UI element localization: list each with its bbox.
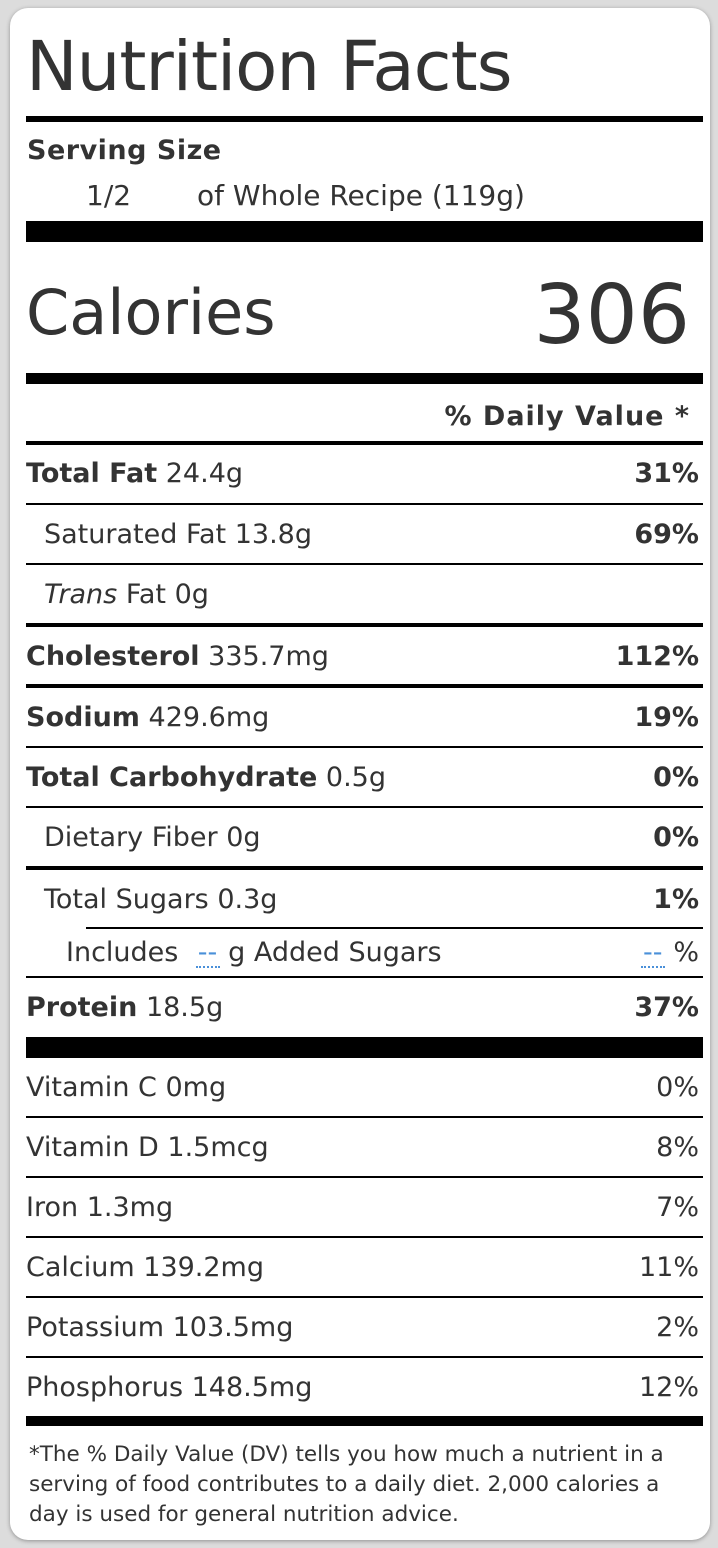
footer-rule bbox=[26, 1416, 703, 1426]
nutrient-row-total-fat: Total Fat 24.4g 31% bbox=[26, 443, 703, 503]
nutrient-dv: -- % bbox=[640, 937, 703, 968]
vitamin-row-calcium: Calcium 139.2mg 11% bbox=[26, 1237, 703, 1297]
nutrient-dv: 37% bbox=[634, 991, 699, 1023]
nutrient-name: Total Sugars 0.3g bbox=[44, 883, 278, 915]
nutrient-dv: 31% bbox=[634, 457, 699, 489]
row-divider bbox=[26, 623, 703, 627]
nutrient-name: Total Fat 24.4g bbox=[26, 457, 244, 489]
calories-rule bbox=[26, 373, 703, 384]
nutrient-row-total-sugars: Total Sugars 0.3g 1% bbox=[26, 869, 703, 929]
added-sugars-dv: -- bbox=[640, 939, 665, 968]
nutrient-row-cholesterol: Cholesterol 335.7mg 112% bbox=[26, 626, 703, 686]
row-divider bbox=[26, 684, 703, 688]
nutrient-row-protein: Protein 18.5g 37% bbox=[26, 977, 703, 1037]
nutrient-name: Total Carbohydrate 0.5g bbox=[26, 761, 386, 793]
row-divider bbox=[26, 1176, 703, 1178]
daily-value-footnote: *The % Daily Value (DV) tells you how mu… bbox=[29, 1442, 664, 1527]
vitamin-name: Vitamin D 1.5mcg bbox=[26, 1131, 269, 1163]
row-divider bbox=[26, 976, 703, 978]
vitamin-dv: 2% bbox=[656, 1311, 699, 1343]
serving-size-label: Serving Size bbox=[27, 135, 222, 166]
vitamin-name: Iron 1.3mg bbox=[26, 1191, 174, 1223]
row-divider bbox=[26, 866, 703, 870]
title-rule bbox=[26, 116, 703, 122]
vitamin-dv: 8% bbox=[656, 1131, 699, 1163]
row-divider bbox=[26, 503, 703, 505]
nutrient-dv: 1% bbox=[653, 883, 699, 915]
vitamin-row-vitamin-d: Vitamin D 1.5mcg 8% bbox=[26, 1117, 703, 1177]
row-divider bbox=[26, 806, 703, 808]
nutrient-name: Cholesterol 335.7mg bbox=[26, 640, 329, 672]
row-divider bbox=[26, 1296, 703, 1298]
vitamin-dv: 0% bbox=[656, 1071, 699, 1103]
row-divider bbox=[86, 927, 703, 929]
vitamin-dv: 11% bbox=[638, 1251, 699, 1283]
protein-rule bbox=[26, 1037, 703, 1058]
nutrient-dv: 112% bbox=[615, 640, 699, 672]
vitamin-name: Vitamin C 0mg bbox=[26, 1071, 227, 1103]
nutrient-dv: 0% bbox=[653, 821, 699, 853]
nutrient-name: Includes -- g Added Sugars bbox=[66, 936, 442, 968]
added-sugars-amount: -- bbox=[195, 939, 220, 968]
row-divider bbox=[26, 1116, 703, 1118]
nutrient-dv: 69% bbox=[634, 518, 699, 550]
nutrient-name: Protein 18.5g bbox=[26, 991, 224, 1023]
nutrient-row-total-carbohydrate: Total Carbohydrate 0.5g 0% bbox=[26, 747, 703, 807]
nutrient-name: Dietary Fiber 0g bbox=[44, 821, 261, 853]
vitamin-dv: 12% bbox=[638, 1371, 699, 1403]
nutrient-row-dietary-fiber: Dietary Fiber 0g 0% bbox=[26, 807, 703, 867]
row-divider bbox=[26, 563, 703, 565]
serving-quantity: 1/2 bbox=[86, 179, 132, 212]
nutrient-row-added-sugars: Includes -- g Added Sugars -- % bbox=[26, 928, 703, 976]
calories-label: Calories bbox=[26, 276, 276, 349]
daily-value-header: % Daily Value * bbox=[444, 401, 690, 432]
nutrient-name: Trans Fat 0g bbox=[44, 578, 209, 610]
row-divider bbox=[26, 1356, 703, 1358]
nutrient-dv: 19% bbox=[634, 701, 699, 733]
dv-rule bbox=[26, 441, 703, 445]
vitamin-name: Phosphorus 148.5mg bbox=[26, 1371, 313, 1403]
vitamin-row-vitamin-c: Vitamin C 0mg 0% bbox=[26, 1057, 703, 1117]
label-title: Nutrition Facts bbox=[26, 27, 513, 107]
nutrient-name: Saturated Fat 13.8g bbox=[44, 518, 312, 550]
vitamin-name: Calcium 139.2mg bbox=[26, 1251, 265, 1283]
nutrient-name: Sodium 429.6mg bbox=[26, 701, 270, 733]
vitamin-row-phosphorus: Phosphorus 148.5mg 12% bbox=[26, 1357, 703, 1417]
serving-unit: of Whole Recipe (119g) bbox=[197, 179, 525, 212]
vitamin-name: Potassium 103.5mg bbox=[26, 1311, 294, 1343]
row-divider bbox=[26, 1236, 703, 1238]
nutrition-label: Nutrition Facts Serving Size 1/2 of Whol… bbox=[10, 8, 710, 1540]
nutrient-row-sodium: Sodium 429.6mg 19% bbox=[26, 687, 703, 747]
calories-value: 306 bbox=[533, 268, 690, 363]
nutrient-row-saturated-fat: Saturated Fat 13.8g 69% bbox=[26, 504, 703, 564]
nutrient-dv: 0% bbox=[653, 761, 699, 793]
vitamin-dv: 7% bbox=[656, 1191, 699, 1223]
row-divider bbox=[26, 746, 703, 748]
serving-rule bbox=[26, 221, 703, 242]
vitamin-row-iron: Iron 1.3mg 7% bbox=[26, 1177, 703, 1237]
vitamin-row-potassium: Potassium 103.5mg 2% bbox=[26, 1297, 703, 1357]
nutrient-row-trans-fat: Trans Fat 0g bbox=[26, 564, 703, 624]
